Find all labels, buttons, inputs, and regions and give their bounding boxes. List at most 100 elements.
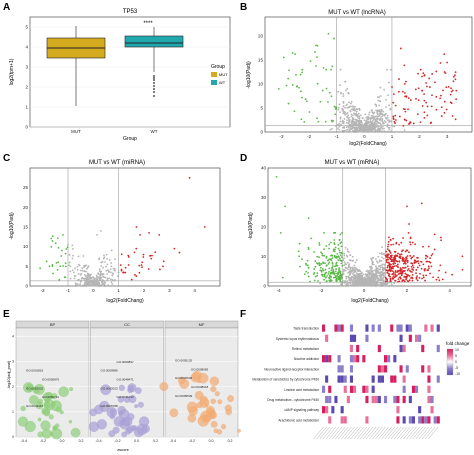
- panel-b-x-tick-label: 2: [418, 134, 421, 139]
- panel-d-point-down: [322, 262, 325, 264]
- panel-e-bubble: [237, 428, 241, 433]
- panel-c-point-ns: [102, 276, 105, 278]
- panel-d-point-ns: [343, 261, 346, 264]
- panel-c-point-ns: [79, 269, 82, 272]
- panel-a-outlier: [153, 91, 155, 93]
- panel-f-legend-tick-label: -10: [455, 372, 460, 376]
- panel-d-point-ns: [381, 253, 383, 256]
- panel-b-point-ns: [338, 124, 341, 127]
- panel-f-cell: [418, 406, 422, 414]
- panel-d-point-ns: [384, 279, 387, 281]
- panel-d-point-down: [339, 272, 342, 275]
- panel-c-point-down: [57, 246, 60, 249]
- panel-b-point-ns: [386, 125, 388, 128]
- panel-c-point-up: [142, 253, 145, 256]
- panel-b-point-up: [393, 120, 396, 123]
- panel-f-cell: [393, 355, 397, 363]
- panel-d-point-down: [334, 248, 336, 251]
- panel-c-point-down: [51, 240, 54, 242]
- panel-d-point-up: [386, 280, 389, 283]
- panel-f-cell: [365, 334, 369, 342]
- panel-c-point-down: [54, 242, 57, 245]
- panel-d-point-up: [451, 273, 454, 276]
- panel-b-point-ns: [341, 129, 344, 132]
- panel-f-cell: [436, 344, 440, 353]
- panel-b-point-down: [325, 87, 328, 90]
- panel-b-point-up: [425, 101, 427, 104]
- panel-b-point-ns: [372, 124, 374, 126]
- panel-b-point-down: [308, 111, 311, 113]
- panel-d-x-tick-label: -2: [319, 288, 323, 293]
- panel-d-point-up: [415, 272, 417, 275]
- panel-d-point-ns: [355, 274, 358, 277]
- panel-d-point-up: [403, 267, 406, 269]
- panel-d-point-ns: [349, 268, 352, 271]
- panel-d-point-up: [406, 261, 409, 264]
- panel-f-cell: [402, 395, 406, 404]
- panel-e-facet-label: CC: [124, 322, 130, 327]
- panel-d-point-ns: [349, 259, 352, 262]
- panel-c-point-down: [64, 265, 67, 268]
- panel-c-point-ns: [101, 273, 104, 276]
- panel-d-x-tick-label: 4: [448, 288, 451, 293]
- panel-b-point-ns: [368, 113, 370, 116]
- panel-b-point-down: [333, 105, 336, 108]
- panel-c-y-tick-label: 5: [25, 264, 28, 269]
- panel-d-y-tick-label: 10: [261, 254, 267, 259]
- panel-d-point-down: [325, 264, 328, 267]
- panel-d-point-ns: [374, 269, 377, 272]
- panel-d-point-down: [340, 262, 343, 265]
- panel-b-point-down: [330, 95, 333, 98]
- panel-f-cell: [436, 375, 440, 383]
- panel-b-point-up: [403, 64, 406, 67]
- panel-d-point-up: [389, 278, 392, 281]
- panel-d-point-down: [328, 261, 331, 264]
- panel-f-cell: [340, 375, 344, 383]
- panel-f-cell: [396, 406, 400, 414]
- panel-d-point-up: [406, 280, 409, 282]
- panel-b-point-ns: [367, 129, 369, 132]
- panel-f-column-label: [394, 426, 405, 440]
- panel-d-point-up: [405, 249, 408, 252]
- panel-d-point-up: [388, 249, 391, 252]
- panel-e-bubble: [210, 420, 218, 428]
- panel-b-point-up: [397, 90, 400, 93]
- panel-a-boxplot: A TP53 0 1 2 3 4 5 MUT WT **** Group log2(tpm+…: [3, 2, 231, 142]
- panel-d-point-ns: [349, 281, 352, 284]
- panel-d-point-down: [337, 278, 340, 281]
- panel-b-point-up: [435, 70, 438, 73]
- panel-b-point-ns: [346, 87, 349, 90]
- panel-d-point-up: [402, 249, 404, 252]
- panel-d-point-up: [439, 236, 442, 239]
- panel-f-cell: [340, 324, 344, 332]
- panel-e-bubble: [186, 401, 198, 413]
- panel-d-point-down: [323, 278, 325, 281]
- panel-d-point-ns: [382, 269, 385, 272]
- panel-b-point-up: [391, 86, 393, 88]
- panel-d-point-up: [405, 256, 408, 259]
- panel-e-bubble: [220, 424, 227, 430]
- panel-e-point-label: GO:0005539: [175, 394, 193, 398]
- panel-a-significance: ****: [143, 21, 153, 27]
- panel-f-cell: [353, 334, 357, 342]
- panel-d-point-up: [412, 266, 415, 269]
- panel-c-point-ns: [86, 274, 89, 277]
- panel-b-point-ns: [348, 129, 351, 132]
- panel-d-point-down: [340, 259, 343, 262]
- panel-e-bubble: [48, 414, 54, 420]
- panel-b-point-up: [444, 72, 447, 74]
- panel-d-point-ns: [379, 271, 382, 274]
- panel-d-point-up: [393, 257, 396, 260]
- panel-d-point-down: [324, 268, 327, 271]
- panel-f-cell: [334, 324, 338, 332]
- panel-e-bubble: [213, 428, 219, 434]
- panel-b-point-up: [440, 106, 443, 109]
- panel-b-point-ns: [388, 128, 391, 131]
- panel-d-point-up: [399, 277, 402, 280]
- panel-c-point-up: [119, 264, 122, 267]
- panel-b-point-ns: [377, 99, 380, 102]
- panel-b-point-ns: [331, 127, 333, 130]
- panel-b-point-ns: [379, 95, 382, 97]
- panel-e-bubble: [159, 382, 169, 391]
- panel-c-point-up: [133, 251, 136, 254]
